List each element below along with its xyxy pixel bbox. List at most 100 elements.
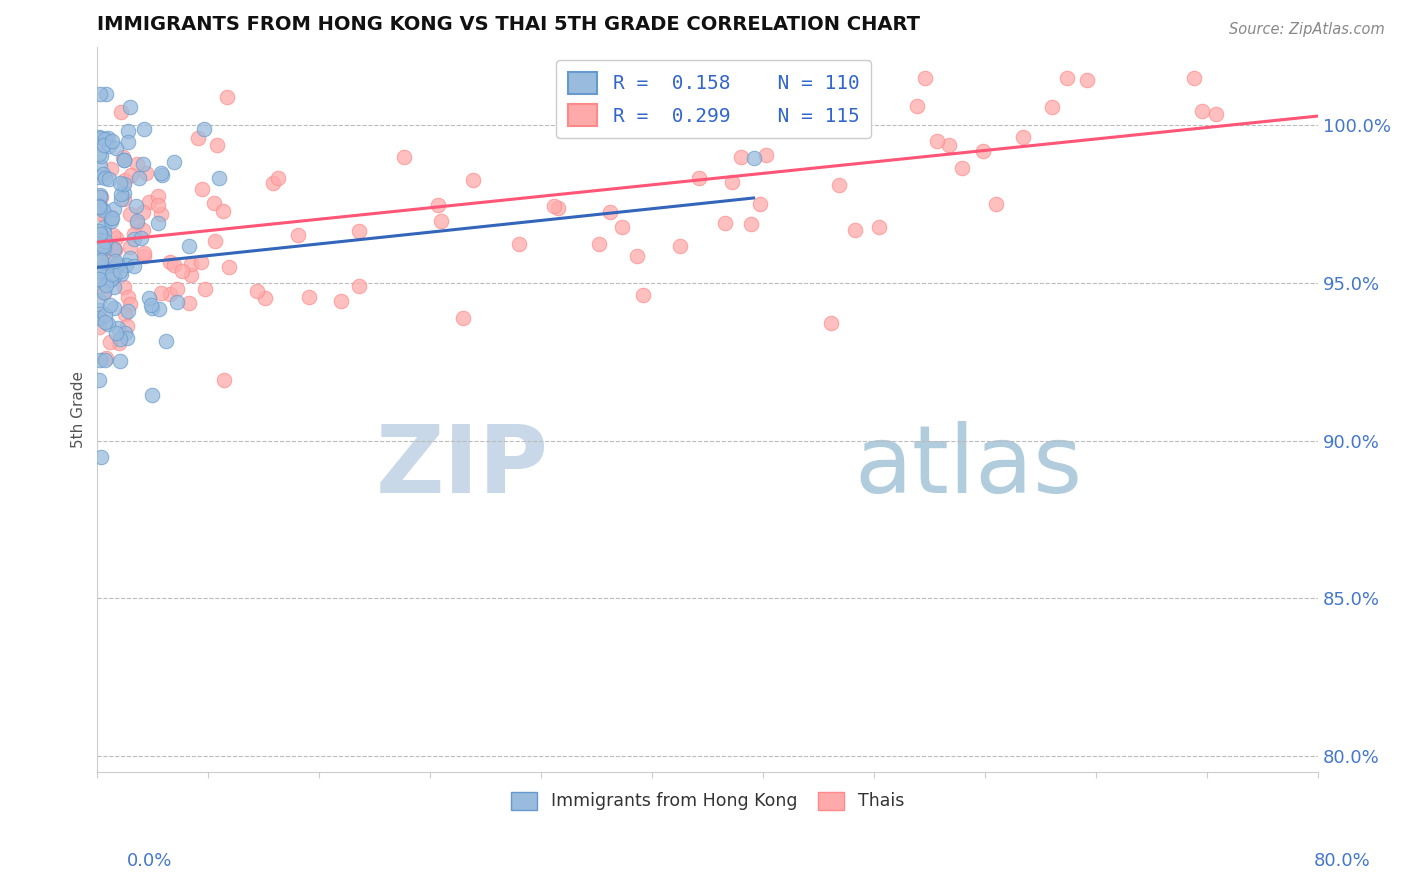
Point xyxy=(112,280,135,294)
Point xyxy=(90,201,112,215)
Point xyxy=(262,176,284,190)
Point xyxy=(90,253,112,268)
Point xyxy=(94,132,117,146)
Point xyxy=(132,205,155,219)
Point xyxy=(815,121,838,136)
Point xyxy=(714,216,737,230)
Point xyxy=(688,170,710,185)
Point xyxy=(87,272,110,286)
Point xyxy=(132,245,155,260)
Point xyxy=(110,192,132,206)
Point xyxy=(94,351,117,365)
Point xyxy=(108,264,131,278)
Point xyxy=(97,138,120,153)
Point xyxy=(98,335,121,350)
Point xyxy=(103,243,125,257)
Point xyxy=(177,295,200,310)
Point xyxy=(87,293,110,307)
Point xyxy=(1012,130,1035,145)
Point xyxy=(148,189,170,203)
Point xyxy=(87,169,110,184)
Point xyxy=(749,196,772,211)
Point xyxy=(742,151,765,165)
Point xyxy=(93,219,115,234)
Point xyxy=(329,294,352,309)
Point xyxy=(547,201,569,215)
Point xyxy=(287,227,309,242)
Point xyxy=(190,255,212,269)
Point xyxy=(89,187,111,202)
Point xyxy=(212,373,235,387)
Point xyxy=(253,291,276,305)
Point xyxy=(101,134,124,148)
Point xyxy=(97,131,120,145)
Point xyxy=(100,211,122,226)
Point xyxy=(599,204,621,219)
Point xyxy=(135,166,157,180)
Point xyxy=(1191,104,1213,119)
Point xyxy=(104,260,127,274)
Point xyxy=(112,150,135,164)
Text: atlas: atlas xyxy=(855,421,1083,513)
Point xyxy=(267,171,290,186)
Point xyxy=(347,224,370,238)
Text: 80.0%: 80.0% xyxy=(1315,852,1371,870)
Point xyxy=(180,257,202,271)
Point xyxy=(100,213,122,227)
Point xyxy=(101,228,124,243)
Point xyxy=(208,170,231,185)
Point xyxy=(211,203,233,218)
Point xyxy=(87,130,110,145)
Point xyxy=(150,168,173,182)
Point xyxy=(125,216,148,230)
Point xyxy=(98,172,121,186)
Point xyxy=(117,304,139,318)
Point xyxy=(187,131,209,145)
Point xyxy=(844,223,866,237)
Point xyxy=(124,199,146,213)
Point xyxy=(588,236,610,251)
Point xyxy=(128,171,150,186)
Point xyxy=(163,258,186,272)
Point xyxy=(131,231,153,245)
Point xyxy=(610,220,633,235)
Point xyxy=(105,257,128,271)
Point xyxy=(205,138,228,153)
Point xyxy=(148,216,170,230)
Point xyxy=(132,121,155,136)
Point xyxy=(141,301,163,316)
Point xyxy=(94,268,117,283)
Point xyxy=(104,243,127,257)
Point xyxy=(87,199,110,213)
Point xyxy=(148,301,170,316)
Point xyxy=(94,87,117,101)
Point xyxy=(149,286,172,301)
Point xyxy=(1182,71,1205,86)
Point xyxy=(90,241,112,255)
Point xyxy=(122,259,145,273)
Point xyxy=(115,318,138,333)
Point xyxy=(984,196,1007,211)
Point xyxy=(87,264,110,278)
Point xyxy=(543,199,565,213)
Point xyxy=(631,287,654,301)
Point xyxy=(94,170,117,185)
Point xyxy=(89,227,111,242)
Point xyxy=(427,198,450,212)
Point xyxy=(451,311,474,326)
Point xyxy=(112,153,135,167)
Point xyxy=(103,268,125,283)
Point xyxy=(90,245,112,260)
Point xyxy=(138,194,160,209)
Point xyxy=(89,352,111,367)
Point xyxy=(159,287,181,301)
Point xyxy=(392,150,415,164)
Point xyxy=(938,138,960,153)
Point xyxy=(114,307,136,321)
Point xyxy=(87,310,110,325)
Y-axis label: 5th Grade: 5th Grade xyxy=(72,371,86,448)
Point xyxy=(180,268,202,283)
Point xyxy=(104,261,127,276)
Point xyxy=(120,240,142,254)
Point xyxy=(89,159,111,173)
